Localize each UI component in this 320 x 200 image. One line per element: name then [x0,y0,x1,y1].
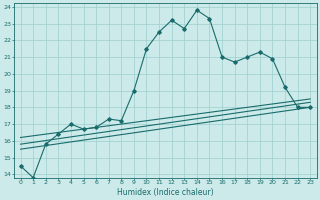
X-axis label: Humidex (Indice chaleur): Humidex (Indice chaleur) [117,188,214,197]
